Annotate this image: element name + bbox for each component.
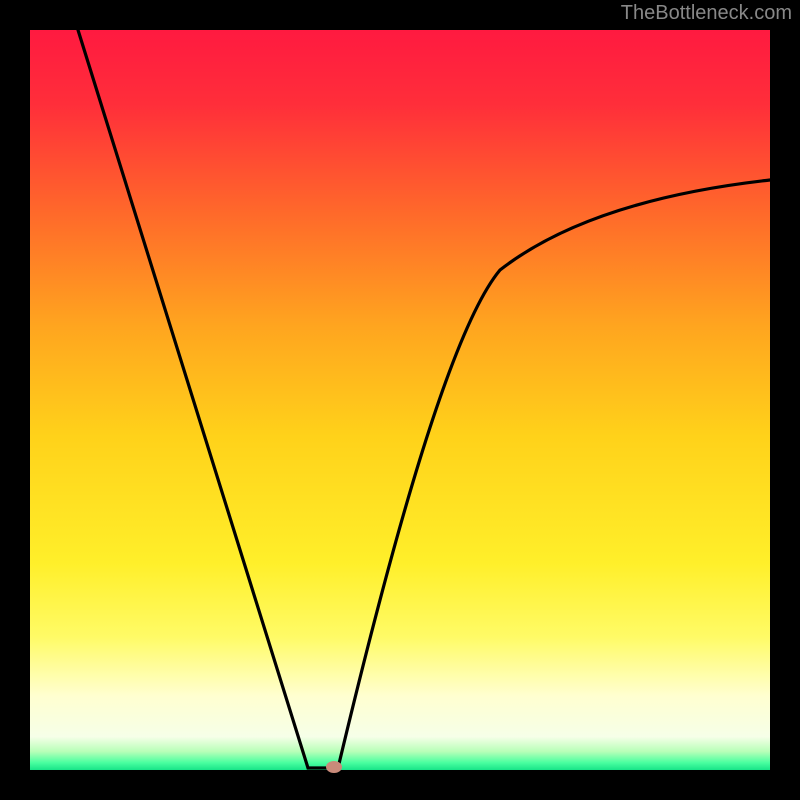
bottleneck-curve-chart [0, 0, 800, 800]
watermark-text: TheBottleneck.com [621, 2, 792, 25]
plot-background [30, 30, 770, 770]
chart-canvas [0, 0, 800, 800]
minimum-marker [326, 761, 342, 773]
